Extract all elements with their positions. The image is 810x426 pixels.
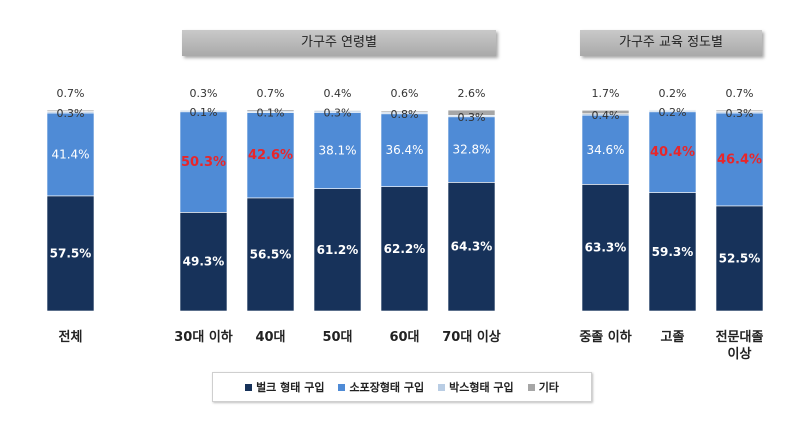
bar-segment	[581, 110, 630, 115]
data-label-smallpack: 32.8%	[452, 143, 490, 157]
data-label-other: 0.2%	[659, 87, 687, 100]
bar-segment	[179, 109, 228, 111]
bar-segment	[313, 109, 362, 112]
group-header-education: 가구주 교육 정도별	[580, 30, 762, 56]
bar-segment	[46, 112, 95, 197]
category-label: 전문대졸	[716, 329, 764, 345]
bar-segment	[179, 111, 228, 213]
data-label-box: 0.2%	[659, 106, 687, 119]
category-label: 전체	[59, 329, 83, 345]
data-label-smallpack: 38.1%	[318, 144, 356, 158]
legend-label: 벌크 형태 구입	[256, 381, 325, 394]
data-label-box: 0.3%	[324, 106, 352, 119]
data-label-box: 0.3%	[726, 107, 754, 120]
category-label: 중졸 이하	[579, 329, 631, 345]
data-label-smallpack: 34.6%	[586, 143, 624, 157]
legend-label: 박스형태 구입	[449, 381, 514, 394]
bar-segment	[648, 192, 697, 312]
bar-segment	[447, 182, 496, 312]
data-label-smallpack: 36.4%	[385, 143, 423, 157]
bar-segment	[581, 184, 630, 312]
bar-segment	[313, 188, 362, 312]
data-label-smallpack: 41.4%	[51, 147, 89, 161]
data-label-other: 0.3%	[190, 87, 218, 100]
bar-segment	[447, 109, 496, 116]
category-label: 70대 이상	[442, 329, 501, 345]
data-label-other: 0.7%	[257, 87, 285, 100]
bar-segment	[581, 114, 630, 185]
bar-segment	[179, 212, 228, 312]
data-label-box: 0.1%	[190, 106, 218, 119]
bar-segment	[313, 112, 362, 189]
data-label-other: 0.7%	[726, 87, 754, 100]
bar-segment	[246, 197, 295, 312]
bar-segment	[380, 110, 429, 113]
data-label-bulk: 52.5%	[719, 251, 761, 265]
bar-segment	[380, 186, 429, 312]
data-label-bulk: 63.3%	[585, 241, 627, 255]
data-label-bulk: 62.2%	[384, 242, 426, 256]
bar-segment	[715, 205, 764, 312]
data-label-other: 1.7%	[592, 87, 620, 100]
data-label-box: 0.3%	[458, 111, 486, 124]
data-label-smallpack: 42.6%	[248, 148, 293, 163]
legend: 벌크 형태 구입 소포장형태 구입 박스형태 구입 기타	[212, 372, 592, 402]
data-label-bulk: 64.3%	[451, 240, 493, 254]
data-label-other: 0.6%	[391, 87, 419, 100]
legend-swatch	[438, 383, 446, 391]
data-label-box: 0.4%	[592, 109, 620, 122]
data-label-box: 0.1%	[257, 107, 285, 120]
group-header-age: 가구주 연령별	[182, 30, 496, 56]
category-label: 고졸	[661, 330, 685, 345]
bar-segment	[648, 111, 697, 193]
legend-item: 소포장형태 구입	[338, 379, 424, 395]
data-label-smallpack: 40.4%	[650, 145, 695, 160]
category-label: 40대	[255, 330, 285, 345]
data-label-other: 0.4%	[324, 87, 352, 100]
legend-swatch	[527, 383, 535, 391]
legend-item: 기타	[527, 379, 559, 395]
category-label: 60대	[389, 330, 419, 345]
bar-segment	[246, 112, 295, 199]
data-label-bulk: 61.2%	[317, 243, 359, 257]
category-label: 30대 이하	[174, 329, 233, 345]
data-label-bulk: 59.3%	[652, 245, 694, 259]
data-label-other: 2.6%	[458, 87, 486, 100]
data-label-bulk: 49.3%	[183, 255, 225, 269]
bar-segment	[715, 109, 764, 112]
legend-swatch	[338, 383, 346, 391]
data-label-smallpack: 50.3%	[181, 155, 226, 170]
legend-item: 벌크 형태 구입	[245, 379, 324, 395]
category-label: 이상	[728, 346, 752, 362]
data-label-box: 0.3%	[57, 107, 85, 120]
legend-swatch	[245, 383, 253, 391]
data-label-smallpack: 46.4%	[717, 152, 762, 167]
data-label-bulk: 57.5%	[50, 246, 92, 260]
legend-label: 기타	[538, 381, 559, 394]
bar-segment	[46, 195, 95, 312]
legend-label: 소포장형태 구입	[349, 381, 425, 394]
bar-segment	[46, 109, 95, 112]
data-label-bulk: 56.5%	[250, 247, 292, 261]
legend-item: 박스형태 구입	[438, 379, 514, 395]
data-label-box: 0.8%	[391, 108, 419, 121]
bar-segment	[246, 109, 295, 112]
bar-segment	[715, 112, 764, 207]
data-label-other: 0.7%	[57, 87, 85, 100]
category-label: 50대	[322, 330, 352, 345]
